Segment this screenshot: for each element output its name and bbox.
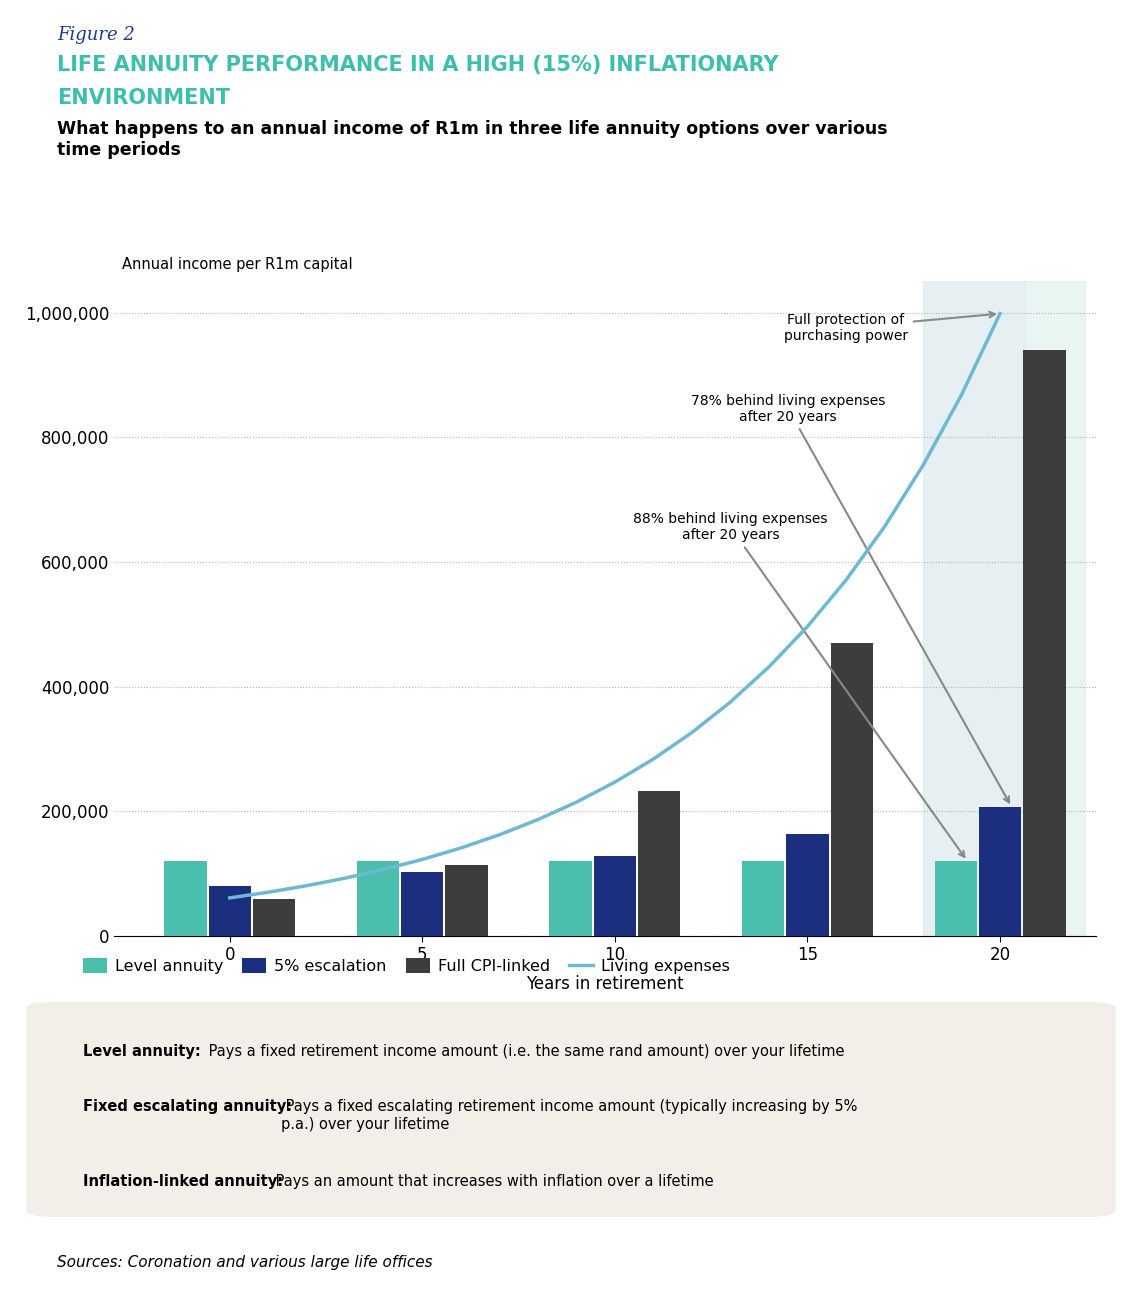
- X-axis label: Years in retirement: Years in retirement: [526, 975, 684, 994]
- Bar: [164, 861, 207, 936]
- Bar: [356, 861, 400, 936]
- Bar: [742, 861, 785, 936]
- Bar: [934, 861, 976, 936]
- Text: ENVIRONMENT: ENVIRONMENT: [57, 88, 230, 107]
- Text: Full protection of
purchasing power: Full protection of purchasing power: [783, 312, 995, 343]
- Bar: [549, 861, 592, 936]
- Text: Pays a fixed retirement income amount (i.e. the same rand amount) over your life: Pays a fixed retirement income amount (i…: [204, 1045, 845, 1059]
- Bar: [252, 898, 296, 936]
- Bar: [830, 643, 872, 936]
- Bar: [445, 865, 488, 936]
- Text: Level annuity:: Level annuity:: [83, 1045, 201, 1059]
- Text: Inflation-linked annuity:: Inflation-linked annuity:: [83, 1174, 283, 1190]
- FancyBboxPatch shape: [26, 1001, 1116, 1217]
- Text: LIFE ANNUITY PERFORMANCE IN A HIGH (15%) INFLATIONARY: LIFE ANNUITY PERFORMANCE IN A HIGH (15%)…: [57, 55, 779, 75]
- Text: 88% behind living expenses
after 20 years: 88% behind living expenses after 20 year…: [633, 512, 964, 857]
- Bar: [594, 856, 636, 936]
- Bar: [1023, 350, 1065, 936]
- Bar: [638, 792, 681, 936]
- Text: 78% behind living expenses
after 20 years: 78% behind living expenses after 20 year…: [691, 394, 1010, 802]
- Text: Pays a fixed escalating retirement income amount (typically increasing by 5%
p.a: Pays a fixed escalating retirement incom…: [281, 1100, 858, 1132]
- Bar: [209, 886, 251, 936]
- Text: Pays an amount that increases with inflation over a lifetime: Pays an amount that increases with infla…: [271, 1174, 714, 1190]
- Bar: [401, 872, 443, 936]
- Bar: [979, 806, 1021, 936]
- Text: What happens to an annual income of R1m in three life annuity options over vario: What happens to an annual income of R1m …: [57, 120, 887, 160]
- Text: Annual income per R1m capital: Annual income per R1m capital: [122, 257, 353, 272]
- Bar: [923, 281, 1085, 936]
- Text: Fixed escalating annuity:: Fixed escalating annuity:: [83, 1100, 292, 1114]
- Legend: Level annuity, 5% escalation, Full CPI-linked, Living expenses: Level annuity, 5% escalation, Full CPI-l…: [77, 952, 737, 980]
- Bar: [787, 834, 829, 936]
- Text: Sources: Coronation and various large life offices: Sources: Coronation and various large li…: [57, 1255, 433, 1270]
- Text: Figure 2: Figure 2: [57, 26, 135, 45]
- Bar: [923, 281, 1026, 936]
